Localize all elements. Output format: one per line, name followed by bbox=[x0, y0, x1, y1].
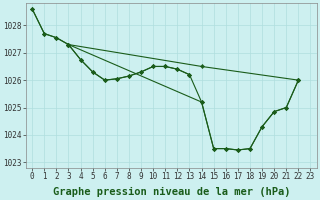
X-axis label: Graphe pression niveau de la mer (hPa): Graphe pression niveau de la mer (hPa) bbox=[52, 186, 290, 197]
